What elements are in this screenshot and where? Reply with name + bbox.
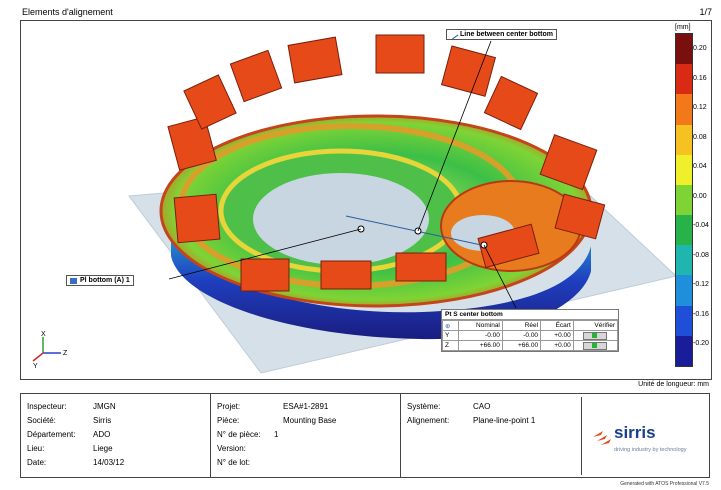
info-col-2: Projet: ESA#1-2891 Pièce: Mounting Base … [211,394,401,477]
axis-triad [32,337,61,362]
alignement-label: Alignement: [407,416,450,425]
color-scale-segment [676,184,692,216]
color-scale-segment [676,154,692,186]
callout-line[interactable]: Line between center bottom [446,29,557,40]
row-nominal: -0.00 [457,330,503,341]
col-verifier: Vérifier [572,320,619,331]
check-ok-icon [583,341,608,350]
row-ecart: +0.00 [540,330,574,341]
projet-label: Projet: [217,402,241,411]
alignement-value: Plane-line-point 1 [473,416,536,425]
color-scale-segment [676,245,692,276]
axis-y-label: Y [33,363,38,370]
color-scale-segment [676,124,692,156]
npiece-value: 1 [274,430,279,439]
part-render[interactable] [21,21,711,379]
color-scale-tick: -0.04 [693,222,709,229]
sirris-name: sirris [614,423,656,442]
lieu-label: Lieu: [27,444,45,453]
col-ecart: Écart [540,320,574,331]
page-number: 1/7 [699,7,712,17]
callout-plane-label: Pl bottom (A) 1 [80,277,130,284]
row-verify [572,340,619,351]
color-scale-tick: -0.12 [693,281,709,288]
date-label: Date: [27,458,47,467]
report-title: Elements d'alignement [22,7,113,17]
departement-value: ADO [93,430,111,439]
color-scale-bar [675,33,693,367]
callout-plane[interactable]: Pl bottom (A) 1 [66,275,134,286]
info-col-3: Système: CAO Alignement: Plane-line-poin… [401,394,591,477]
row-reel: +66.00 [501,340,542,351]
color-scale-segment [676,94,692,126]
table-corner-icon: ⊕ [442,320,459,331]
table-row: Z +66.00 +66.00 +0.00 [442,340,619,351]
mounting-tabs [167,34,606,292]
lieu-value: Liege [93,444,113,453]
colorbar-unit: [mm] [675,24,691,31]
color-scale-segment [676,305,692,337]
info-col-1: Inspecteur: JMGN Société: Sirris Départe… [21,394,211,477]
unit-label: Unité de longueur: mm [638,381,709,388]
color-scale-tick: -0.08 [693,251,709,259]
col-reel: Réel [501,320,542,331]
color-scale-segment [676,335,692,367]
sirris-logo: sirris driving industry by technology [581,397,707,475]
row-axis: Z [442,340,459,351]
piece-value: Mounting Base [283,416,337,425]
color-scale-tick: -0.16 [693,310,709,318]
line-icon [448,29,459,40]
inspecteur-label: Inspecteur: [27,402,67,411]
color-scale-tick: 0.00 [693,192,707,200]
sirris-mark-icon [593,431,611,445]
version-label: Version: [217,444,246,453]
color-scale-tick: 0.16 [693,74,707,82]
color-scale-segment [676,275,692,307]
leader-point [483,244,517,309]
sirris-tagline: driving industry by technology [614,447,687,453]
leader-plane [168,228,362,280]
measure-table-title: Pt S center bottom [442,310,618,320]
color-scale-tick: 0.12 [693,104,707,111]
row-reel: -0.00 [501,330,542,341]
color-scale-tick: 0.04 [693,163,707,170]
row-ecart: +0.00 [540,340,574,351]
piece-label: Pièce: [217,416,240,425]
systeme-value: CAO [473,402,491,411]
row-axis: Y [442,330,459,341]
axis-x-label: X [41,331,46,338]
axis-z-label: Z [63,350,68,357]
3d-viewport[interactable]: X Z Y Line between center bottom Pl bott… [20,20,712,380]
plane-icon [70,277,77,284]
date-value: 14/03/12 [93,458,125,467]
row-nominal: +66.00 [457,340,503,351]
footer-note: Generated with ATOS Professional V7.5 [620,481,709,487]
societe-value: Sirris [93,416,112,425]
table-row: Y -0.00 -0.00 +0.00 [442,330,619,341]
color-scale-segment [676,34,692,65]
inspecteur-value: JMGN [93,402,116,411]
color-scale-tick: 0.08 [693,133,707,141]
report-info-panel: Inspecteur: JMGN Société: Sirris Départe… [20,393,710,478]
systeme-label: Système: [407,402,441,411]
projet-value: ESA#1-2891 [283,402,329,411]
departement-label: Département: [27,430,76,439]
color-scale-segment [676,215,692,246]
check-ok-icon [583,331,608,340]
measure-table: Pt S center bottom ⊕ Nominal Réel Écart … [441,309,619,352]
color-scale-tick: 0.20 [693,45,707,52]
nlot-label: N° de lot: [217,458,250,467]
center-hole [253,173,429,265]
callout-line-label: Line between center bottom [460,31,553,38]
leader-line [417,40,492,232]
col-nominal: Nominal [457,320,503,331]
societe-label: Société: [27,416,56,425]
npiece-label: N° de pièce: [217,430,261,439]
row-verify [572,330,619,341]
color-scale-segment [676,64,692,95]
color-scale-tick: -0.20 [693,340,709,347]
